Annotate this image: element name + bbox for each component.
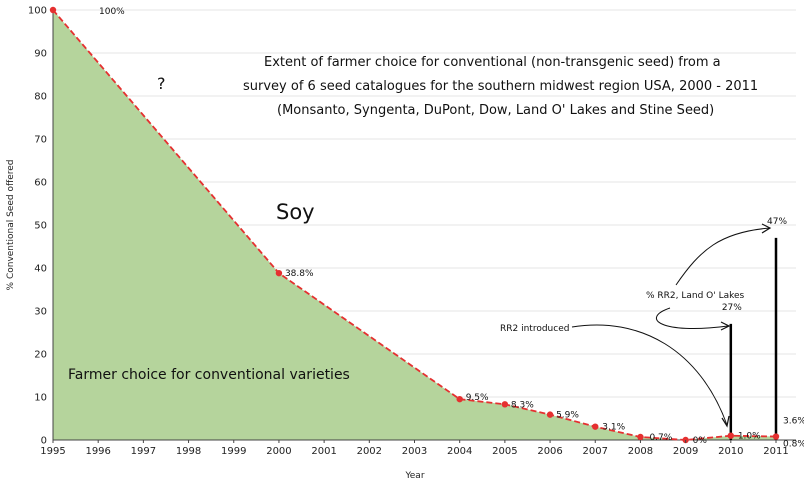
data-point-2011 xyxy=(772,433,780,440)
question-mark-annotation: ? xyxy=(157,74,166,93)
chart-title-line-2: survey of 6 seed catalogues for the sout… xyxy=(243,79,758,94)
x-tick-label-2003: 2003 xyxy=(402,446,427,457)
y-tick-label-40: 40 xyxy=(34,264,47,275)
rr2-introduced-annotation: RR2 introduced xyxy=(500,324,569,334)
data-point-2007 xyxy=(592,423,599,430)
x-tick-label-1999: 1999 xyxy=(221,446,246,457)
conventional-series-line xyxy=(52,9,777,441)
data-point-2010 xyxy=(727,432,735,439)
data-label-2009: 0% xyxy=(693,436,708,446)
x-tick-label-1996: 1996 xyxy=(85,446,110,457)
rr2-to-2011-bar-arrow xyxy=(675,227,771,286)
series-points xyxy=(49,6,780,444)
data-label-2006: 5.9% xyxy=(556,411,579,421)
data-point-2008 xyxy=(637,433,644,441)
data-point-1995 xyxy=(49,6,57,14)
y-tick-label-90: 90 xyxy=(34,49,47,60)
chart-title-line-3: (Monsanto, Syngenta, DuPont, Dow, Land O… xyxy=(277,103,714,118)
data-label-2007: 3.1% xyxy=(602,423,625,433)
data-label-1995: 100% xyxy=(99,7,125,17)
data-point-2004 xyxy=(456,395,463,403)
x-axis-title: Year xyxy=(404,471,424,481)
x-tick-label-2002: 2002 xyxy=(357,446,382,457)
conventional-area-fill xyxy=(53,10,776,440)
data-point-2005 xyxy=(501,401,509,408)
x-tick-label-2005: 2005 xyxy=(492,446,517,457)
data-labels: 100% 38.8% 9.5% 8.3% 5.9% 3.1% 0.7% 0% 1.0% 0.8% 3… xyxy=(99,7,804,450)
y-axis-title: % Conventional Seed offered xyxy=(6,160,16,291)
annotation-arrows xyxy=(571,223,772,428)
y-tick-label-10: 10 xyxy=(34,393,47,404)
area-label: Farmer choice for conventional varieties xyxy=(68,367,350,383)
arrowhead-2 xyxy=(720,321,731,331)
arrowhead-3 xyxy=(761,223,772,234)
data-label-2008: 0.7% xyxy=(649,433,672,443)
y-tick-label-50: 50 xyxy=(34,221,47,232)
data-label-2010: 1.0% xyxy=(738,432,761,442)
bar-label-2011: 47% xyxy=(767,217,787,227)
x-tick-label-2001: 2001 xyxy=(311,446,336,457)
data-label-extra-2011: 3.6% xyxy=(783,417,804,427)
data-point-2006 xyxy=(546,411,554,418)
x-tick-label-2007: 2007 xyxy=(583,446,608,457)
rr2-introduced-arrow xyxy=(571,324,728,426)
y-tick-label-100: 100 xyxy=(28,6,47,17)
x-tick-label-2010: 2010 xyxy=(718,446,743,457)
x-tick-label-2006: 2006 xyxy=(537,446,562,457)
y-tick-label-30: 30 xyxy=(34,307,47,318)
x-tick-label-1998: 1998 xyxy=(176,446,201,457)
tick-labels: 1995 1996 1997 1998 1999 2000 2001 2002 2003 2004… xyxy=(28,6,789,458)
rr2-bars xyxy=(729,237,778,440)
rr2-land-olakes-annotation: % RR2, Land O' Lakes xyxy=(646,291,745,301)
chart-title-line-1: Extent of farmer choice for conventional… xyxy=(264,55,721,70)
x-tick-label-2008: 2008 xyxy=(628,446,653,457)
data-label-2005: 8.3% xyxy=(511,400,534,410)
data-label-2004: 9.5% xyxy=(466,393,489,403)
x-tick-label-2000: 2000 xyxy=(266,446,291,457)
x-tick-label-1997: 1997 xyxy=(131,446,156,457)
arrowhead-1 xyxy=(721,415,730,428)
x-tick-label-2004: 2004 xyxy=(447,446,472,457)
y-tick-label-80: 80 xyxy=(34,92,47,103)
y-tick-label-70: 70 xyxy=(34,135,47,146)
data-label-2011: 0.8% xyxy=(783,440,804,450)
y-tick-label-60: 60 xyxy=(34,178,47,189)
rr2-to-2010-bar-arrow xyxy=(656,307,729,329)
y-tick-label-0: 0 xyxy=(41,436,47,447)
bar-label-2010: 27% xyxy=(722,303,742,313)
y-tick-label-20: 20 xyxy=(34,350,47,361)
x-tick-label-2011: 2011 xyxy=(763,446,788,457)
data-point-2000 xyxy=(275,269,283,277)
x-tick-label-1995: 1995 xyxy=(40,446,65,457)
data-label-2000: 38.8% xyxy=(285,269,314,279)
crop-label: Soy xyxy=(276,200,315,224)
x-tick-label-2009: 2009 xyxy=(673,446,698,457)
